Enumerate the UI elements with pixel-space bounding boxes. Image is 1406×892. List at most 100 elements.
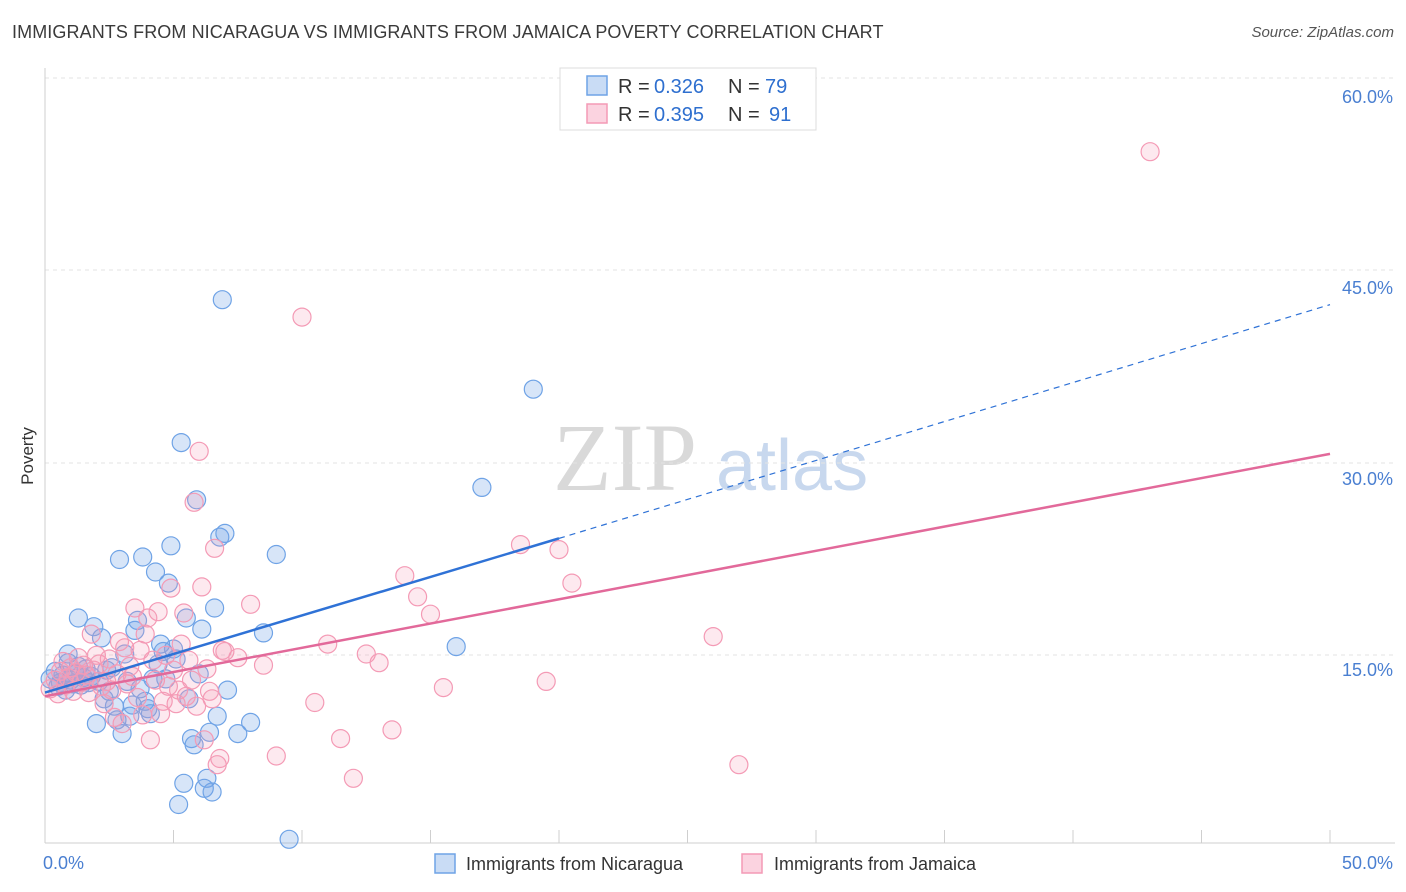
bottom-legend-label-nicaragua: Immigrants from Nicaragua (466, 854, 684, 874)
jamaica-point-27 (112, 713, 132, 734)
legend-r-label-2: R = (618, 104, 650, 126)
jamaica-trendline (44, 452, 1331, 698)
nicaragua-point-50 (171, 433, 191, 453)
jamaica-point-54 (181, 670, 202, 690)
legend-n-value-1: 79 (765, 76, 787, 98)
nicaragua-point-70 (241, 712, 261, 733)
nicaragua-point-64 (207, 706, 227, 726)
jamaica-point-78 (369, 653, 389, 673)
y-axis-label: Poverty (18, 427, 37, 485)
nicaragua-point-69 (228, 723, 248, 744)
jamaica-point-53 (179, 650, 199, 670)
legend-r-value-1: 0.326 (654, 76, 704, 98)
jamaica-point-56 (187, 696, 207, 716)
jamaica-point-83 (433, 677, 453, 698)
nicaragua-point-62 (202, 782, 222, 802)
jamaica-point-15 (81, 624, 101, 644)
jamaica-point-65 (210, 748, 230, 769)
chart-title: IMMIGRANTS FROM NICARAGUA VS IMMIGRANTS … (12, 22, 884, 42)
jamaica-point-70 (253, 655, 274, 675)
jamaica-point-57 (189, 441, 209, 461)
watermark-atlas: atlas (716, 426, 868, 506)
top-legend: R = 0.326 N = 79 R = 0.395 N = 91 (559, 67, 817, 131)
jamaica-point-50 (171, 634, 191, 654)
y-tick-label-2: 45.0% (1342, 278, 1393, 298)
nicaragua-point-35 (133, 547, 153, 567)
legend-n-value-2: 91 (769, 104, 791, 126)
bottom-legend-label-jamaica: Immigrants from Jamaica (774, 854, 977, 874)
nicaragua-point-51 (174, 773, 194, 793)
jamaica-point-32 (125, 598, 145, 618)
nicaragua-point-19 (91, 628, 112, 648)
jamaica-point-42 (151, 704, 171, 724)
y-tick-label-3: 60.0% (1342, 87, 1393, 107)
jamaica-point-73 (305, 692, 325, 713)
jamaica-point-31 (122, 666, 142, 687)
legend-r-label-1: R = (618, 76, 650, 98)
jamaica-point-35 (133, 705, 153, 725)
nicaragua-point-58 (192, 619, 212, 639)
jamaica-point-26 (109, 631, 130, 652)
nicaragua-point-73 (279, 829, 299, 849)
nicaragua-point-56 (187, 490, 207, 510)
jamaica-point-37 (138, 608, 158, 628)
jamaica-point-58 (192, 577, 212, 597)
nicaragua-point-26 (109, 549, 130, 570)
jamaica-point-36 (135, 624, 155, 644)
bottom-legend-swatch-jamaica (741, 853, 763, 874)
jamaica-point-46 (161, 578, 181, 598)
jamaica-point-69 (241, 594, 261, 614)
jamaica-point-89 (729, 755, 749, 775)
nicaragua-point-28 (115, 644, 135, 664)
jamaica-point-75 (331, 728, 351, 749)
legend-n-label-1: N = (728, 76, 760, 98)
nicaragua-point-77 (68, 608, 89, 628)
x-tick-label-0: 0.0% (43, 853, 84, 873)
nicaragua-point-76 (523, 379, 543, 399)
jamaica-point-86 (549, 539, 569, 560)
nicaragua-point-66 (212, 290, 232, 310)
jamaica-point-33 (127, 687, 148, 708)
jamaica-point-63 (205, 538, 225, 558)
jamaica-point-22 (99, 649, 119, 669)
legend-n-label-2: N = (728, 104, 760, 126)
nicaragua-point-75 (472, 477, 492, 497)
jamaica-point-60 (197, 659, 217, 679)
y-tick-label-1: 30.0% (1342, 469, 1393, 489)
jamaica-point-55 (184, 492, 204, 512)
jamaica-point-90 (1140, 142, 1160, 162)
source-label: Source: ZipAtlas.com (1251, 24, 1394, 41)
jamaica-point-59 (194, 730, 214, 750)
nicaragua-point-52 (176, 608, 196, 628)
nicaragua-point-46 (161, 536, 181, 556)
jamaica-point-88 (703, 626, 723, 647)
jamaica-point-76 (343, 768, 363, 788)
legend-swatch-nicaragua (586, 75, 608, 96)
jamaica-point-87 (562, 573, 582, 593)
nicaragua-point-38 (140, 704, 160, 724)
nicaragua-point-40 (145, 562, 166, 582)
jamaica-point-61 (199, 681, 220, 701)
nicaragua-point-63 (205, 598, 225, 618)
nicaragua-trendline (44, 537, 560, 694)
jamaica-point-72 (292, 307, 312, 327)
nicaragua-point-72 (266, 544, 286, 565)
x-tick-label-1: 50.0% (1342, 853, 1393, 873)
nicaragua-point-65 (210, 527, 230, 547)
jamaica-point-49 (169, 680, 189, 700)
nicaragua-point-67 (215, 523, 235, 544)
nicaragua-point-74 (446, 636, 466, 657)
y-tick-label-0: 15.0% (1342, 660, 1393, 680)
legend-r-value-2: 0.395 (654, 104, 704, 126)
jamaica-point-85 (536, 671, 556, 692)
nicaragua-point-27 (112, 723, 132, 744)
nicaragua-point-17 (86, 713, 107, 734)
bottom-legend-swatch-nicaragua (434, 853, 456, 874)
nicaragua-point-49 (169, 794, 189, 815)
nicaragua-trendline-extension (558, 304, 1331, 539)
jamaica-point-38 (140, 730, 160, 750)
nicaragua-point-55 (184, 735, 204, 755)
nicaragua-point-16 (84, 617, 104, 637)
jamaica-point-28 (115, 638, 135, 658)
